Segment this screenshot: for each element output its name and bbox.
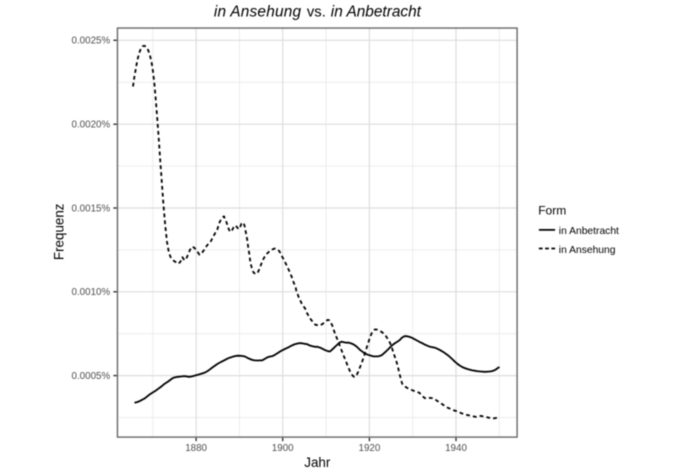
svg-text:1920: 1920 [359, 443, 381, 454]
svg-text:1940: 1940 [445, 443, 467, 454]
svg-text:0.0020%: 0.0020% [72, 120, 111, 131]
svg-text:1900: 1900 [272, 443, 294, 454]
svg-text:0.0010%: 0.0010% [72, 287, 111, 298]
svg-text:Jahr: Jahr [304, 455, 331, 470]
svg-text:Form: Form [538, 204, 566, 218]
svg-text:Frequenz: Frequenz [51, 203, 66, 260]
svg-text:0.0005%: 0.0005% [72, 371, 111, 382]
svg-text:0.0025%: 0.0025% [72, 36, 111, 47]
svg-text:in Ansehung: in Ansehung [559, 245, 616, 256]
svg-text:0.0015%: 0.0015% [72, 203, 111, 214]
svg-text:in Anbetracht: in Anbetracht [559, 226, 619, 237]
svg-text:1880: 1880 [185, 443, 207, 454]
